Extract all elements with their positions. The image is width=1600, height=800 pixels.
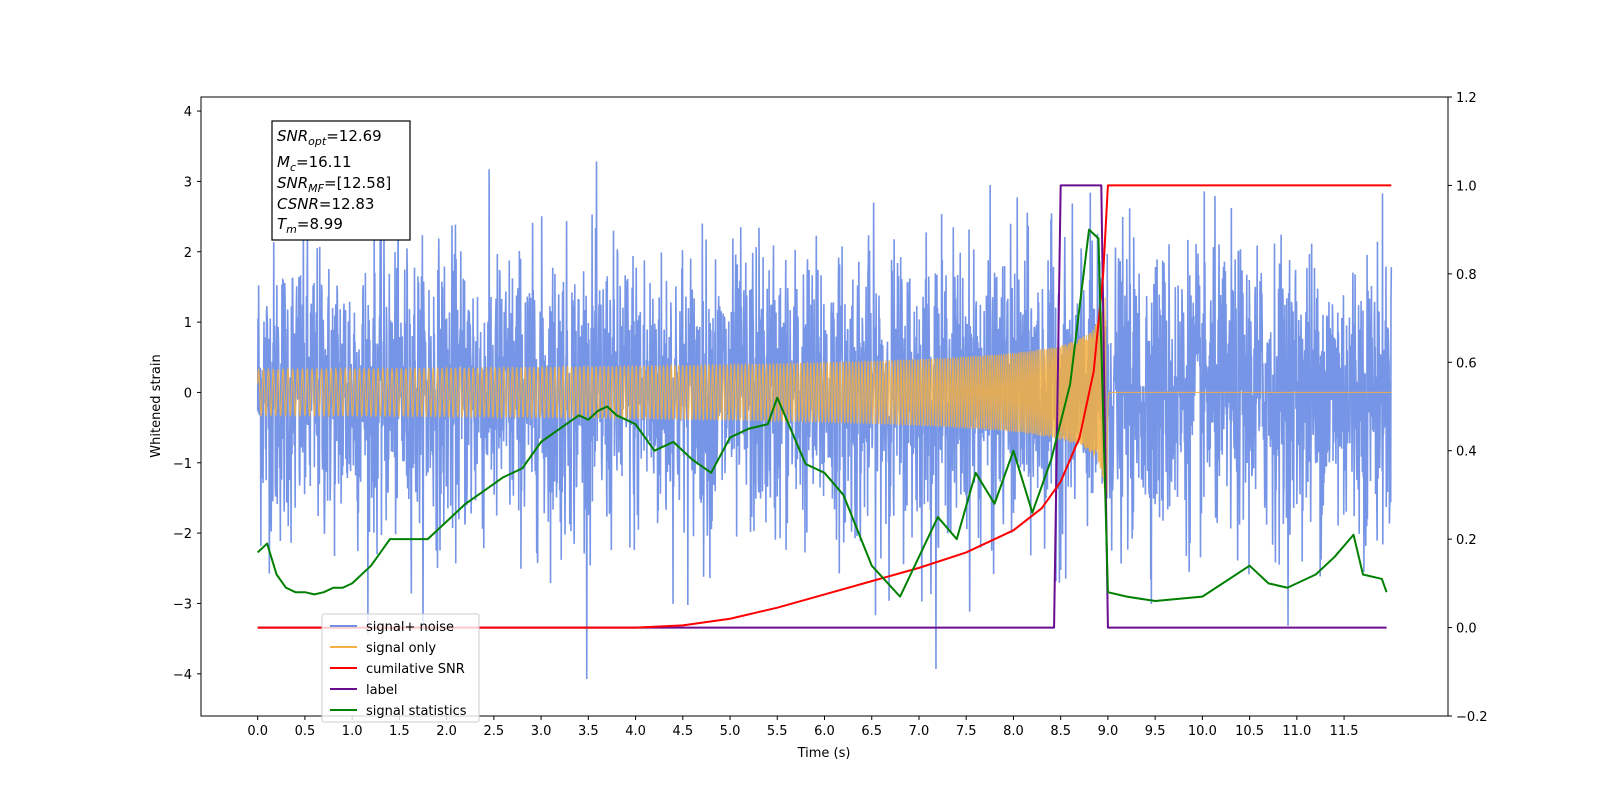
- y-tick-label: −1: [173, 457, 192, 472]
- annotation-tm: Tm=8.99: [277, 215, 343, 236]
- y-axis-right: 1.2 1.0 0.8 0.6 0.4 0.2 0.0 −0.2: [1448, 91, 1488, 725]
- annotation-mc: Mc=16.11: [277, 153, 352, 174]
- x-tick-label: 1.5: [389, 724, 410, 739]
- x-tick-label: 5.0: [720, 724, 741, 739]
- y2-tick-label: 0.8: [1456, 268, 1477, 283]
- x-tick-label: 0.5: [295, 724, 316, 739]
- x-tick-label: 11.5: [1330, 724, 1359, 739]
- x-tick-label: 4.5: [672, 724, 693, 739]
- x-tick-label: 6.0: [814, 724, 835, 739]
- y2-tick-label: 0.4: [1456, 445, 1477, 460]
- y2-tick-label: 1.2: [1456, 91, 1477, 106]
- x-tick-label: 7.0: [909, 724, 930, 739]
- x-tick-label: 6.5: [861, 724, 882, 739]
- x-axis: 0.0 0.5 1.0 1.5 2.0 2.5 3.0 3.5 4.0 4.5 5.0 5.5 6.0 6…: [247, 716, 1359, 739]
- series-signal-only: [257, 297, 1392, 495]
- x-tick-label: 4.0: [625, 724, 646, 739]
- x-tick-label: 0.0: [247, 724, 268, 739]
- legend-entry: signal statistics: [366, 704, 467, 719]
- y-tick-label: 0: [184, 386, 192, 401]
- legend-entry: label: [366, 683, 397, 698]
- y-tick-label: 1: [184, 316, 192, 331]
- x-tick-label: 9.5: [1145, 724, 1166, 739]
- legend-entry: signal+ noise: [366, 620, 454, 635]
- series-signal-statistics: [256, 228, 1388, 603]
- y-tick-label: 4: [184, 105, 192, 120]
- x-tick-label: 3.0: [531, 724, 552, 739]
- legend: signal+ noise signal only cumilative SNR la…: [321, 613, 480, 723]
- y2-tick-label: 0.6: [1456, 356, 1477, 371]
- y-tick-label: 2: [184, 246, 192, 261]
- x-tick-label: 9.0: [1098, 724, 1119, 739]
- annotation-snr-opt: SNRopt=12.69: [277, 127, 382, 148]
- y2-tick-label: −0.2: [1456, 710, 1488, 725]
- x-tick-label: 2.0: [436, 724, 457, 739]
- y-tick-label: −3: [173, 597, 192, 612]
- legend-entry: signal only: [366, 641, 436, 656]
- y2-tick-label: 1.0: [1456, 179, 1477, 194]
- x-tick-label: 11.0: [1282, 724, 1311, 739]
- x-tick-label: 8.5: [1050, 724, 1071, 739]
- y-tick-label: −2: [173, 527, 192, 542]
- legend-entry: cumilative SNR: [366, 662, 465, 677]
- y-axis-label: Whitened strain: [149, 354, 164, 457]
- annotation-csnr: CSNR=12.83: [277, 195, 374, 213]
- x-tick-label: 10.5: [1235, 724, 1264, 739]
- y-axis-left: 4 3 2 1 0 −1 −2 −3 −4: [173, 105, 201, 683]
- series-cumulative-snr: [257, 184, 1392, 629]
- x-tick-label: 5.5: [767, 724, 788, 739]
- y2-tick-label: 0.0: [1456, 622, 1477, 637]
- y2-tick-label: 0.2: [1456, 533, 1477, 548]
- annotation-box: SNRopt=12.69 Mc=16.11 SNRMF=[12.58] CSNR…: [271, 120, 411, 241]
- y-tick-label: 3: [184, 175, 192, 190]
- annotation-snr-mf: SNRMF=[12.58]: [277, 174, 391, 195]
- x-tick-label: 7.5: [956, 724, 977, 739]
- x-tick-label: 3.5: [578, 724, 599, 739]
- x-axis-label: Time (s): [797, 746, 851, 761]
- x-tick-label: 2.5: [484, 724, 505, 739]
- y-tick-label: −4: [173, 668, 192, 683]
- x-tick-label: 1.0: [342, 724, 363, 739]
- x-tick-label: 8.0: [1003, 724, 1024, 739]
- x-tick-label: 10.0: [1188, 724, 1217, 739]
- series-layer: [256, 161, 1393, 679]
- series-label: [257, 184, 1387, 629]
